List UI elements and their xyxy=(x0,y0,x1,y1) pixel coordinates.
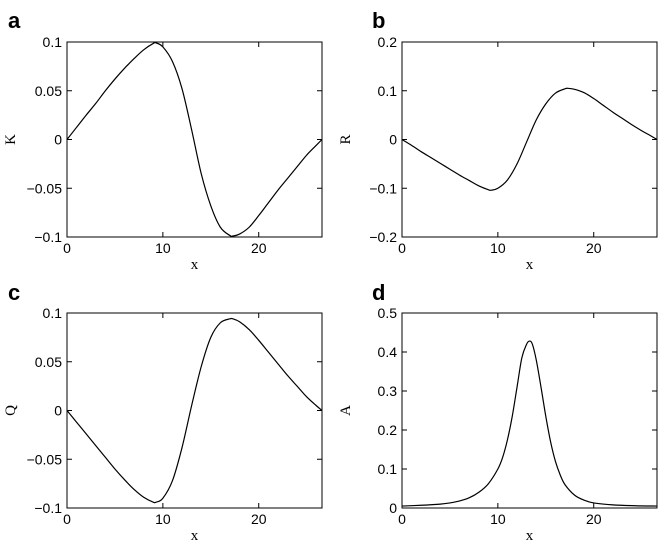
panel-a-ytick-label: 0.1 xyxy=(43,34,63,50)
panel-c-ytick-label: −0.1 xyxy=(34,500,62,516)
panel-c-frame xyxy=(66,312,323,509)
panel-b-ytick-label: 0.2 xyxy=(378,34,398,50)
panel-d-ytick-label: 0.1 xyxy=(378,461,398,477)
panel-c-ytick-label: −0.05 xyxy=(27,451,63,467)
panel-a-xlabel: x xyxy=(191,257,199,273)
panel-a-series-line xyxy=(66,41,323,238)
panel-d-ytick-label: 0.5 xyxy=(378,305,398,321)
panel-a-xtick-label: 10 xyxy=(155,240,171,256)
panel-d-xlabel: x xyxy=(526,528,534,544)
panel-c-ytick-label: 0 xyxy=(54,403,62,419)
panel-c-ytick-label: 0.05 xyxy=(35,354,62,370)
panel-d-ylabel: A xyxy=(338,405,354,416)
panel-a-xtick-label: 0 xyxy=(63,240,71,256)
panel-d-xtick-label: 0 xyxy=(398,511,406,527)
panel-a-ylabel: K xyxy=(3,134,19,145)
panel-a-ytick-label: 0 xyxy=(54,132,62,148)
panel-c-xtick-label: 20 xyxy=(251,511,267,527)
panel-c-ytick-label: 0.1 xyxy=(43,305,63,321)
panel-c-xlabel: x xyxy=(191,528,199,544)
panel-d-xtick-label: 20 xyxy=(586,511,602,527)
panel-a-ytick-label: 0.05 xyxy=(35,83,62,99)
panel-d-letter: d xyxy=(372,280,385,305)
panel-b-xtick-label: 0 xyxy=(398,240,406,256)
panel-d-frame xyxy=(401,312,658,509)
panel-b-ytick-label: −0.2 xyxy=(369,229,397,245)
panel-b-ytick-label: 0 xyxy=(389,132,397,148)
panel-b-frame xyxy=(401,41,658,238)
panel-d-ytick-label: 0.2 xyxy=(378,422,398,438)
panel-d-ytick-label: 0.3 xyxy=(378,383,398,399)
panel-b-series-line xyxy=(401,87,658,191)
panel-a-ytick-label: −0.1 xyxy=(34,229,62,245)
panel-c-letter: c xyxy=(8,280,20,305)
panel-b-xlabel: x xyxy=(526,257,534,273)
panel-c-xtick-label: 0 xyxy=(63,511,71,527)
panel-b-letter: b xyxy=(372,8,385,33)
panel-a-ytick-label: −0.05 xyxy=(27,180,63,196)
panel-a-xtick-label: 20 xyxy=(251,240,267,256)
panel-d-xtick-label: 10 xyxy=(490,511,506,527)
panel-d-ytick-label: 0.4 xyxy=(378,344,398,360)
panel-a-letter: a xyxy=(8,8,21,33)
panel-b-xtick-label: 10 xyxy=(490,240,506,256)
panel-a-frame xyxy=(66,41,323,238)
panel-d-series-line xyxy=(401,340,658,507)
panel-b-ytick-label: −0.1 xyxy=(369,180,397,196)
panel-c-xtick-label: 10 xyxy=(155,511,171,527)
panel-b-ytick-label: 0.1 xyxy=(378,83,398,99)
panel-d-ytick-label: 0 xyxy=(389,500,397,516)
panel-c-ylabel: Q xyxy=(3,405,19,416)
panel-b-xtick-label: 20 xyxy=(586,240,602,256)
panel-b-ylabel: R xyxy=(338,134,354,144)
panel-c-series-line xyxy=(66,317,323,504)
